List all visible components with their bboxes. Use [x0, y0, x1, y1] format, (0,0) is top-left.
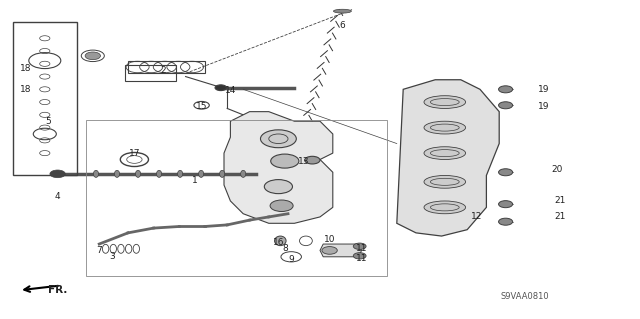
Ellipse shape	[198, 170, 204, 177]
Circle shape	[264, 180, 292, 194]
Ellipse shape	[424, 96, 466, 108]
Text: 6: 6	[340, 21, 345, 30]
Circle shape	[260, 130, 296, 148]
Circle shape	[50, 170, 65, 178]
Ellipse shape	[424, 121, 466, 134]
Text: 10: 10	[324, 235, 335, 244]
Bar	[13, 22, 77, 175]
Polygon shape	[320, 244, 362, 257]
Ellipse shape	[93, 170, 99, 177]
Circle shape	[271, 154, 299, 168]
Text: 3: 3	[109, 252, 115, 261]
Circle shape	[499, 102, 513, 109]
Ellipse shape	[424, 147, 466, 160]
Polygon shape	[224, 112, 333, 223]
Ellipse shape	[275, 236, 286, 246]
Circle shape	[353, 253, 366, 259]
Text: 17: 17	[129, 149, 140, 158]
Circle shape	[499, 218, 513, 225]
Text: 20: 20	[551, 165, 563, 174]
Ellipse shape	[241, 170, 246, 177]
Text: 11: 11	[356, 254, 367, 263]
Bar	[86, 120, 387, 276]
Text: 21: 21	[554, 197, 566, 205]
Circle shape	[499, 201, 513, 208]
Circle shape	[270, 200, 293, 211]
Text: 19: 19	[538, 102, 550, 111]
Text: 4: 4	[55, 192, 60, 201]
Circle shape	[215, 85, 227, 91]
Circle shape	[353, 243, 366, 249]
Ellipse shape	[177, 170, 182, 177]
Text: 15: 15	[196, 102, 207, 111]
Bar	[128, 61, 205, 73]
Text: 9: 9	[289, 256, 294, 264]
Text: 16: 16	[273, 238, 284, 247]
Text: FR.: FR.	[48, 285, 67, 295]
Text: 14: 14	[225, 86, 236, 95]
Text: 18: 18	[20, 85, 31, 94]
Text: 1: 1	[193, 176, 198, 185]
Text: 8: 8	[282, 244, 287, 253]
Ellipse shape	[115, 170, 120, 177]
Circle shape	[499, 169, 513, 176]
Ellipse shape	[157, 170, 162, 177]
Bar	[125, 65, 176, 81]
Text: 21: 21	[554, 212, 566, 221]
Ellipse shape	[220, 170, 225, 177]
Ellipse shape	[424, 201, 466, 214]
Circle shape	[499, 86, 513, 93]
Circle shape	[322, 247, 337, 254]
Text: 12: 12	[471, 212, 483, 221]
Text: 19: 19	[538, 85, 550, 94]
Text: 13: 13	[298, 157, 310, 166]
Text: 5: 5	[45, 117, 51, 126]
Ellipse shape	[424, 175, 466, 188]
Circle shape	[305, 156, 320, 164]
Text: 2: 2	[161, 66, 166, 75]
Polygon shape	[397, 80, 499, 236]
Text: S9VAA0810: S9VAA0810	[500, 292, 549, 301]
Circle shape	[85, 52, 100, 60]
Ellipse shape	[333, 9, 351, 13]
Text: 7: 7	[97, 246, 102, 255]
Ellipse shape	[136, 170, 141, 177]
Text: 11: 11	[356, 244, 367, 253]
Text: 18: 18	[20, 64, 31, 73]
